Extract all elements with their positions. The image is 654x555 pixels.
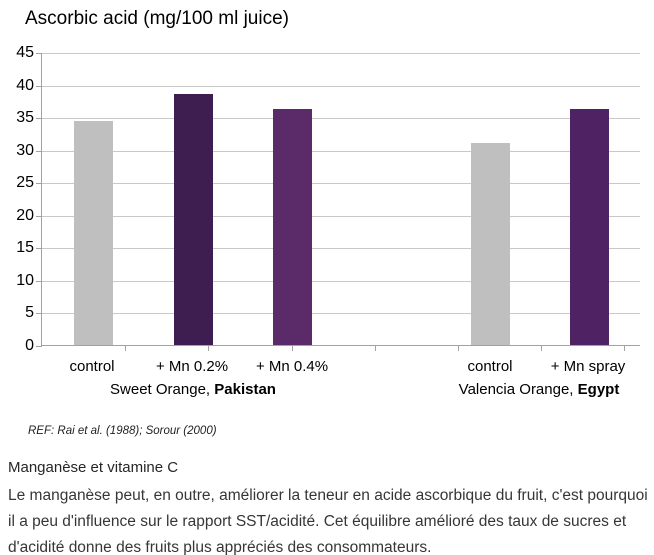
y-axis-tick [36, 248, 42, 249]
bar-Mn-0-2 [174, 94, 213, 345]
y-axis-label: 25 [16, 174, 34, 191]
group-label-text: Sweet Orange, [110, 381, 215, 398]
x-axis-tick [125, 346, 126, 351]
bar-control [471, 143, 510, 345]
chart-title: Ascorbic acid (mg/100 ml juice) [25, 8, 289, 29]
y-axis-tick [36, 281, 42, 282]
gridline [42, 118, 640, 119]
y-axis-tick [36, 118, 42, 119]
x-axis-label: + Mn 0.2% [155, 358, 229, 375]
x-axis-tick [624, 346, 625, 351]
gridline [42, 281, 640, 282]
group-label-bold: Egypt [577, 381, 620, 398]
x-axis-tick [458, 346, 459, 351]
reference-text: REF: Rai et al. (1988); Sorour (2000) [28, 425, 217, 437]
gridline [42, 151, 640, 152]
group-label-text: Valencia Orange, [458, 381, 578, 398]
x-axis-label: + Mn spray [550, 358, 626, 375]
bar-control [74, 121, 113, 345]
x-axis-label: control [69, 358, 115, 375]
plot-area [36, 53, 640, 351]
x-axis-tick [292, 346, 293, 351]
y-axis-label: 20 [16, 207, 34, 224]
y-axis-label: 30 [16, 142, 34, 159]
y-axis-label: 0 [25, 337, 34, 354]
group-label: Sweet Orange, Pakistan [110, 381, 276, 398]
gridline [42, 248, 640, 249]
x-axis-tick [541, 346, 542, 351]
x-axis-label: + Mn 0.4% [255, 358, 329, 375]
y-axis-tick [36, 53, 42, 54]
y-axis-tick [36, 183, 42, 184]
gridline [42, 313, 640, 314]
gridline [42, 53, 640, 54]
y-axis-tick [36, 346, 42, 347]
x-axis-tick [375, 346, 376, 351]
y-axis-label: 40 [16, 77, 34, 94]
y-axis-label: 10 [16, 272, 34, 289]
y-axis-tick [36, 313, 42, 314]
gridline [42, 183, 640, 184]
bar-Mn-0-4 [273, 109, 312, 345]
section-heading: Manganèse et vitamine C [8, 459, 179, 476]
group-label-bold: Pakistan [214, 381, 276, 398]
bar-Mn-spray [570, 109, 609, 345]
y-axis-label: 35 [16, 109, 34, 126]
x-axis-tick [208, 346, 209, 351]
x-axis-label: control [467, 358, 513, 375]
ascorbic-acid-bar-chart: Ascorbic acid (mg/100 ml juice) 45 40 35 30… [16, 8, 640, 398]
gridline [42, 216, 640, 217]
y-axis-label: 5 [25, 304, 34, 321]
section-body: Le manganèse peut, en outre, améliorer l… [8, 487, 648, 555]
y-axis-tick [36, 216, 42, 217]
y-axis-label: 45 [16, 44, 34, 61]
group-label: Valencia Orange, Egypt [459, 381, 620, 398]
y-axis-label: 15 [16, 239, 34, 256]
gridline [42, 86, 640, 87]
y-axis-tick [36, 151, 42, 152]
y-axis-tick [36, 86, 42, 87]
